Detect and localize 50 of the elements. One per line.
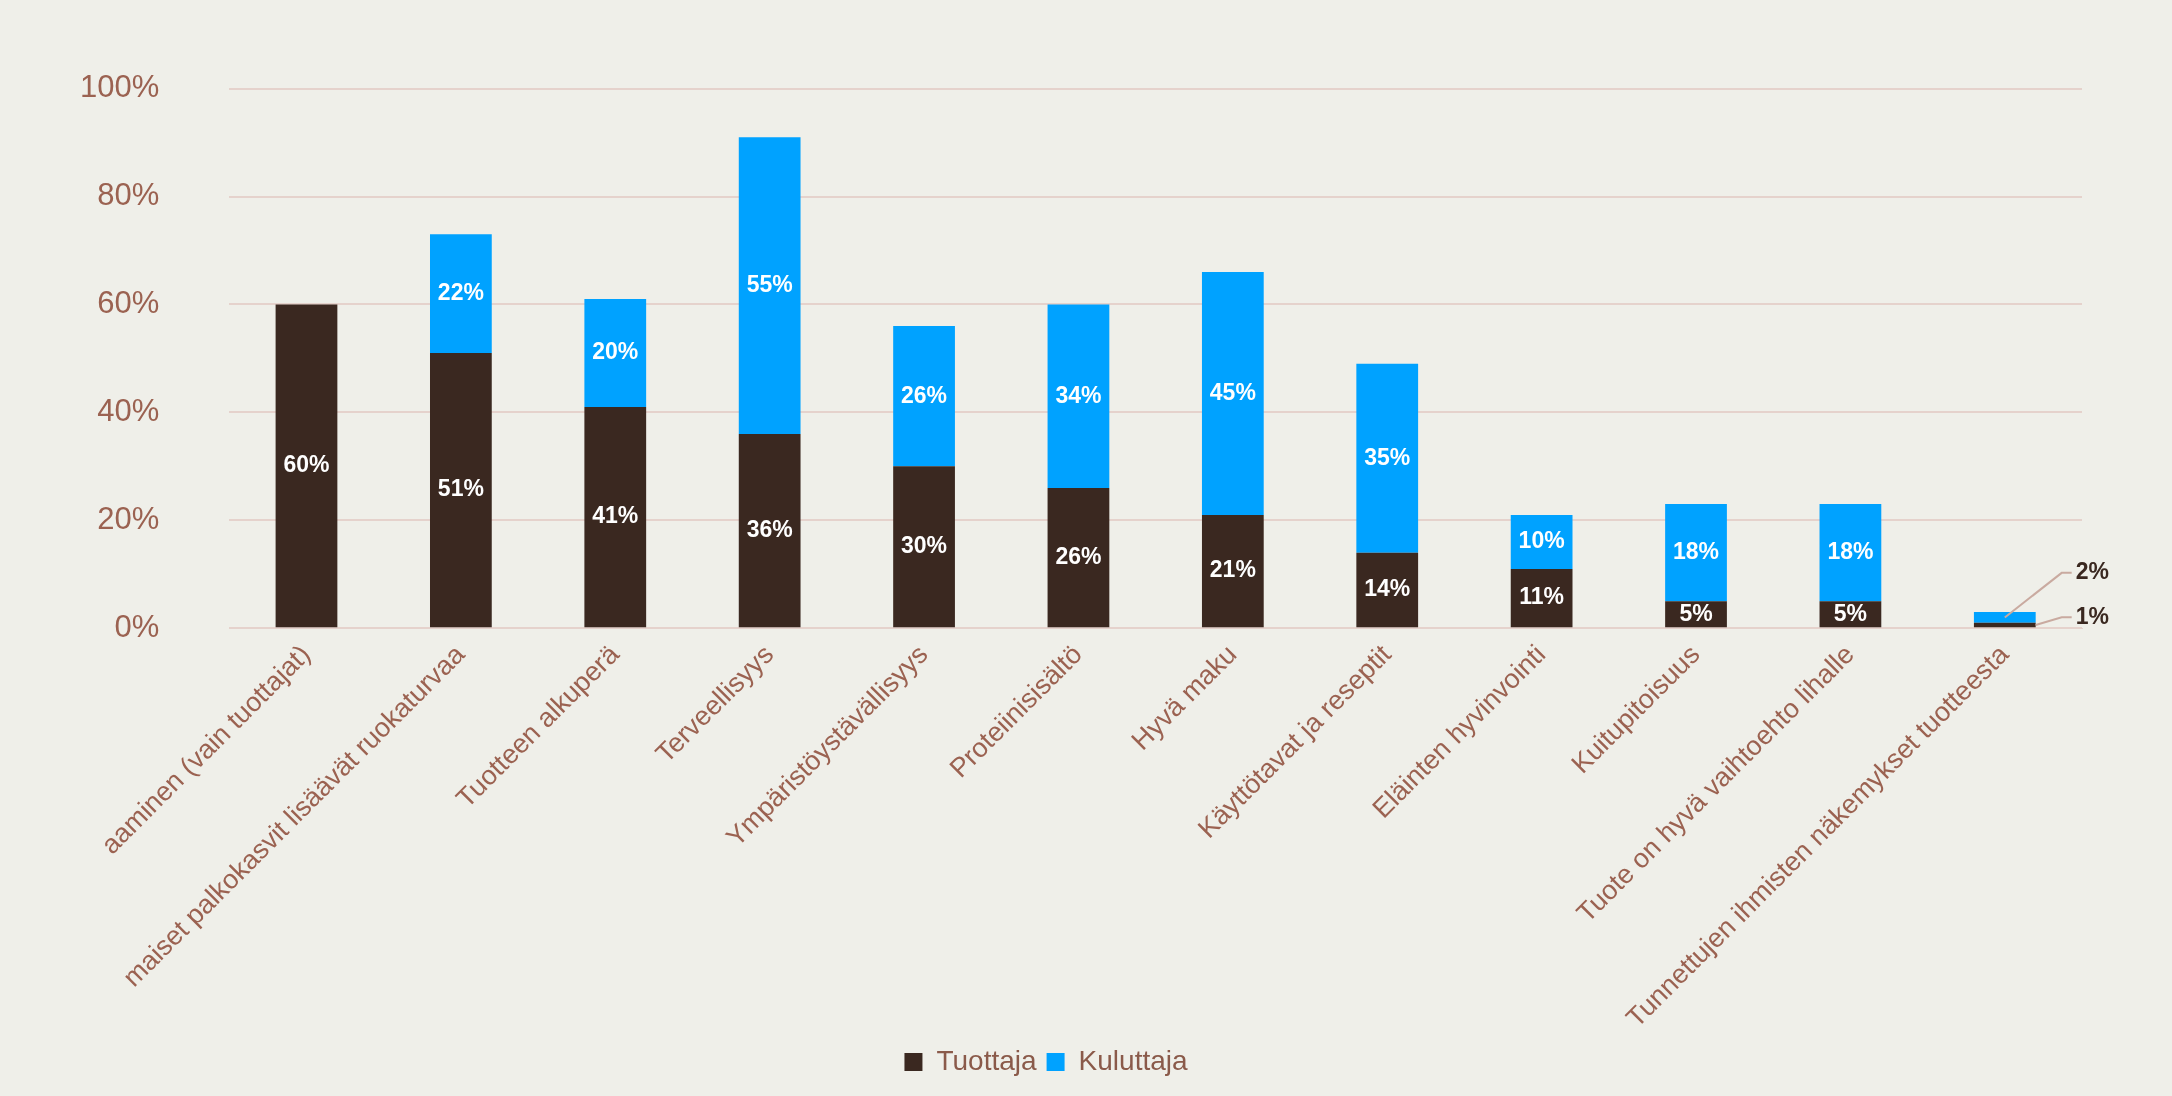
bar (1201, 514, 1264, 628)
data-label: 22% (437, 279, 484, 306)
bar (275, 304, 338, 628)
data-label: 30% (901, 532, 948, 559)
bar (893, 466, 955, 628)
data-label: 2% (2075, 558, 2109, 585)
bar (584, 406, 647, 628)
bar (584, 299, 647, 407)
data-label: 11% (1519, 583, 1565, 610)
bar (1047, 487, 1110, 628)
data-label: 1% (2075, 602, 2109, 629)
bar (1356, 363, 1419, 553)
data-label: 10% (1518, 527, 1565, 554)
data-label: 5% (1833, 599, 1868, 626)
bar (1973, 612, 2036, 623)
data-label: 20% (592, 338, 639, 365)
bar (1201, 272, 1264, 515)
data-label: 41% (592, 502, 639, 529)
y-tick-label: 100% (79, 69, 160, 105)
data-label: 18% (1827, 538, 1874, 565)
legend-label: Kuluttaja (1078, 1044, 1188, 1076)
bar (1047, 304, 1110, 488)
data-label: 51% (437, 475, 484, 502)
y-tick-label: 60% (97, 285, 160, 320)
data-label: 45% (1209, 378, 1256, 405)
bar (430, 234, 492, 354)
data-label: 55% (746, 270, 793, 297)
data-label: 60% (283, 451, 330, 478)
bar (1973, 622, 2036, 628)
bar (1665, 504, 1727, 602)
bar (738, 137, 801, 434)
data-label: 14% (1364, 575, 1411, 602)
y-tick-label: 0% (114, 608, 160, 644)
data-label: 36% (746, 515, 793, 542)
data-label: 21% (1209, 556, 1256, 583)
y-tick-label: 20% (97, 500, 160, 536)
bar (738, 433, 801, 628)
bar (1819, 504, 1882, 602)
data-label: 18% (1672, 538, 1720, 565)
legend-label: Tuottaja (936, 1044, 1038, 1076)
y-tick-label: 80% (97, 177, 160, 213)
data-label: 35% (1364, 443, 1411, 470)
data-label: 34% (1055, 381, 1102, 408)
data-label: 5% (1679, 599, 1713, 626)
data-label: 26% (1055, 542, 1102, 569)
bar (430, 353, 492, 628)
bar (893, 326, 955, 467)
y-tick-label: 40% (97, 392, 160, 428)
bar (1356, 552, 1419, 628)
data-label: 26% (901, 381, 948, 408)
